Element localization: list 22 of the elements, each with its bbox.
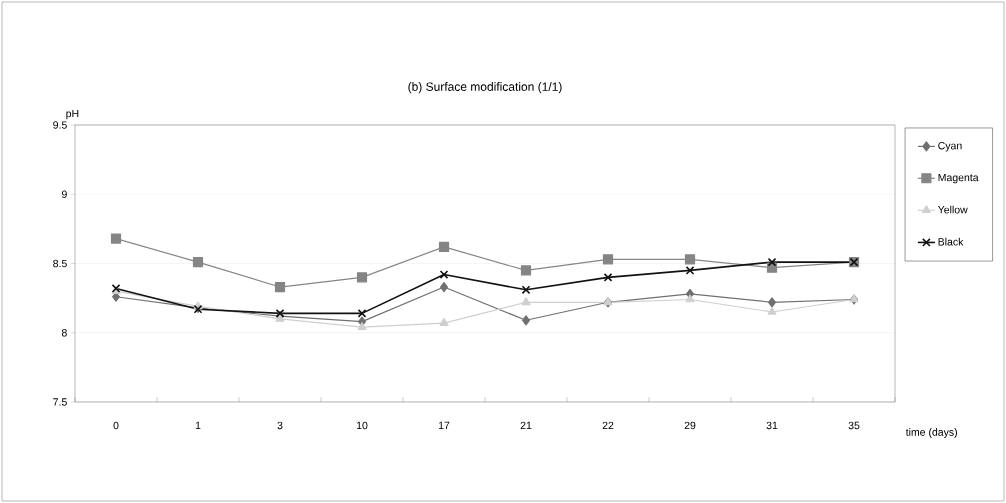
x-tick-label: 29 <box>684 421 696 430</box>
x-tick-label: 35 <box>848 421 860 430</box>
y-tick-label: 9 <box>61 190 67 198</box>
legend-label: Cyan <box>938 141 962 152</box>
x-tick-label: 31 <box>766 421 778 430</box>
y-axis-title: pH <box>66 109 79 120</box>
x-tick-label: 3 <box>277 421 283 430</box>
x-tick-label: 22 <box>602 421 614 430</box>
legend-label: Yellow <box>937 205 968 214</box>
y-tick-label: 8.5 <box>53 259 67 268</box>
chart-title: (b) Surface modification (1/1) <box>408 82 562 94</box>
x-tick-label: 0 <box>113 421 119 430</box>
y-tick-label: 7.5 <box>53 398 67 406</box>
legend-label: Magenta <box>938 173 979 184</box>
x-tick-label: 21 <box>520 421 532 430</box>
y-tick-label: 9.5 <box>53 121 67 129</box>
y-tick-label: 8 <box>61 329 67 337</box>
x-tick-label: 10 <box>356 421 368 430</box>
legend-label: Black <box>938 237 964 246</box>
x-axis-title: time (days) <box>905 428 957 438</box>
x-tick-label: 17 <box>438 421 450 429</box>
x-tick-label: 1 <box>195 421 201 429</box>
